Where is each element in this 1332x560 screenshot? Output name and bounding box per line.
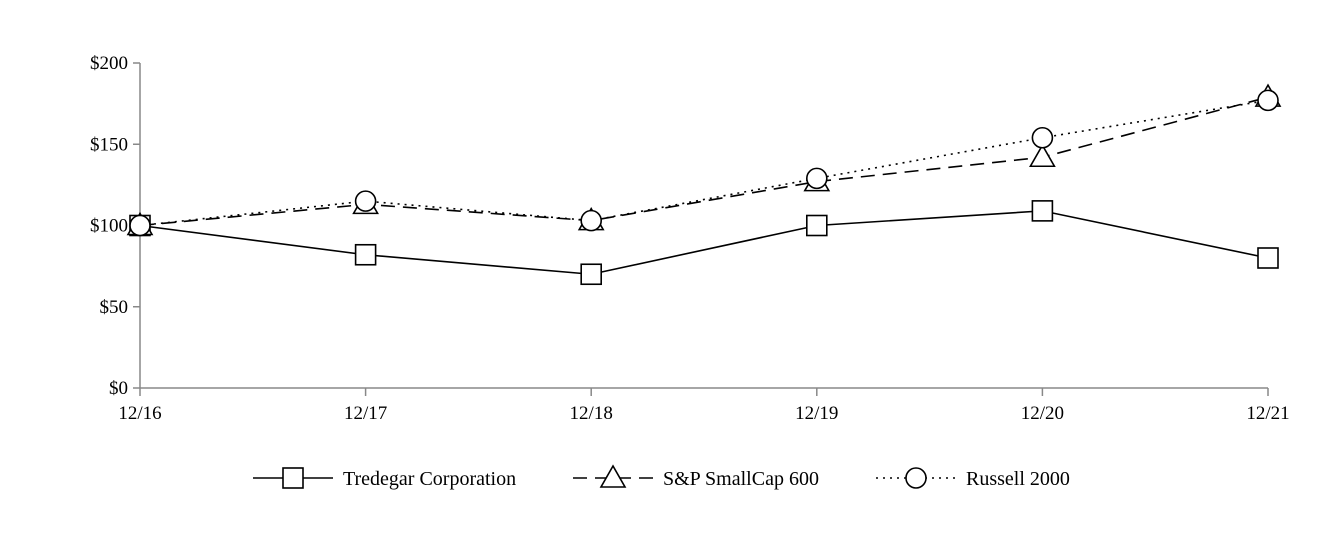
series-line-circle [139, 99, 1269, 227]
data-point-square [580, 263, 603, 286]
series-triangle [126, 83, 1282, 236]
legend-label-triangle: S&P SmallCap 600 [663, 468, 819, 490]
legend-marker-circle [905, 467, 927, 489]
x-tick-label: 12/18 [570, 403, 613, 424]
series-line-square [139, 210, 1269, 276]
legend-marker-triangle [599, 464, 627, 488]
data-point-circle [580, 209, 603, 232]
data-point-circle [1031, 126, 1054, 149]
x-tick-label: 12/16 [118, 403, 161, 424]
x-tick-label: 12/20 [1021, 403, 1064, 424]
series-square [129, 200, 1279, 286]
series-line-triangle [139, 96, 1269, 227]
y-tick-label: $200 [90, 53, 128, 74]
data-point-square [805, 214, 828, 237]
legend-item-triangle: S&P SmallCap 600 [573, 464, 819, 490]
axes: $0 $50 $100 $150 $200 12/16 12/17 12/18 12/19 12/… [90, 53, 1290, 424]
x-tick-label: 12/21 [1246, 403, 1289, 424]
legend: Tredegar Corporation S&P SmallCap 600 Russ… [253, 464, 1070, 490]
legend-item-square: Tredegar Corporation [253, 467, 516, 490]
data-point-square [354, 243, 377, 266]
y-tick-label: $150 [90, 134, 128, 155]
data-point-square [1257, 247, 1279, 269]
y-tick-label: $0 [109, 378, 128, 399]
legend-marker-square [282, 467, 304, 489]
legend-item-circle: Russell 2000 [876, 467, 1070, 490]
y-tick-label: $50 [100, 297, 129, 318]
data-point-triangle [1029, 143, 1056, 168]
data-point-circle [354, 190, 377, 212]
x-tick-label: 12/17 [344, 403, 387, 424]
data-point-circle [129, 214, 151, 237]
legend-label-circle: Russell 2000 [966, 468, 1070, 490]
legend-label-square: Tredegar Corporation [343, 468, 516, 490]
data-point-square [1031, 200, 1054, 222]
data-point-circle [1257, 89, 1279, 112]
y-tick-label: $100 [90, 216, 128, 237]
x-tick-label: 12/19 [795, 403, 838, 424]
series-layer [126, 83, 1282, 286]
data-point-circle [805, 167, 828, 190]
series-circle [129, 89, 1279, 237]
